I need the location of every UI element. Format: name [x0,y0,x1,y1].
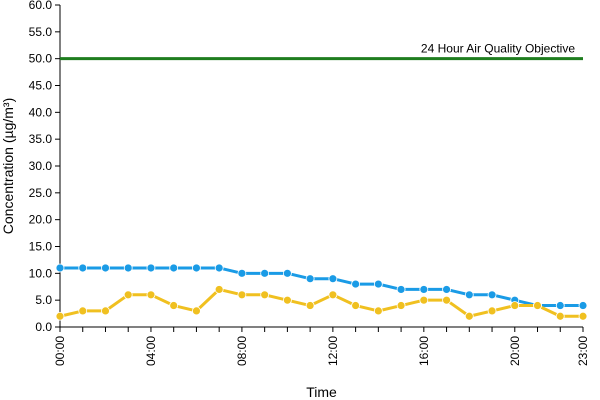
x-tick-label: 16:00 [417,336,431,366]
series-1-point [78,263,88,273]
series-2-point [101,306,110,316]
series-2-point [533,301,542,310]
y-axis-ticks: 0.0 5.0 10.0 15.0 20.0 25.0 30.0 35.0 40.0 45.0 50… [29,0,60,334]
y-tick-label: 55.0 [29,25,53,39]
x-axis-ticks: 00:00 04:00 08:00 12:00 16:00 20:00 23:00 [53,327,590,366]
y-tick-label: 25.0 [29,186,53,200]
series-2-point [396,301,406,310]
series-1-point [305,274,315,284]
series-2-point [282,295,292,305]
y-axis-title: Concentration (µg/m³) [0,98,16,234]
series-1-point [351,279,361,289]
series-1-point [578,301,588,310]
series-1-point [260,268,270,278]
series-1-point [487,290,497,300]
series-2-point [123,290,133,300]
series-1-point [396,285,406,294]
series-1-point [442,285,451,294]
x-tick-label: 08:00 [235,336,249,366]
x-tick-label: 00:00 [53,336,67,366]
y-tick-label: 35.0 [29,132,53,146]
series-2-point [305,301,315,310]
series-1-point [419,285,429,294]
y-tick-label: 45.0 [29,79,53,93]
series-1-point [282,268,292,278]
y-tick-label: 0.0 [35,320,52,334]
series-2-point [464,311,474,321]
series-1-point [101,263,110,273]
x-tick-label: 23:00 [576,336,590,366]
series-2-point [373,306,383,316]
series-1-point [55,263,65,273]
y-tick-label: 10.0 [29,266,53,280]
series-2-point [510,301,520,310]
series-1-point [373,279,383,289]
y-tick-label: 20.0 [29,213,53,227]
y-tick-label: 50.0 [29,52,53,66]
y-tick-label: 5.0 [35,293,52,307]
series-1-point [237,268,247,278]
series-1-point [555,301,565,310]
y-tick-label: 30.0 [29,159,53,173]
series-2-point [55,311,65,321]
x-tick-label: 20:00 [508,336,522,366]
y-tick-label: 15.0 [29,240,53,254]
x-tick-label: 04:00 [144,336,158,366]
reference-line-group: 24 Hour Air Quality Objective [60,42,583,61]
series-2-point [214,285,224,294]
series-2-point [237,290,247,300]
series-2-point [146,290,156,300]
series-2-point [328,290,338,300]
series-1-point [146,263,156,273]
series-2-point [78,306,88,316]
x-axis-title: Time [306,384,337,400]
series-1-point [123,263,133,273]
x-tick-label: 12:00 [326,336,340,366]
series-1-point [214,263,224,273]
air-quality-objective-label: 24 Hour Air Quality Objective [421,42,575,56]
y-tick-label: 40.0 [29,105,53,119]
series-2-point [578,311,588,321]
series-1-point [192,263,201,273]
series-2-point [192,306,201,316]
series-2-point [419,295,429,305]
y-tick-label: 60.0 [29,0,53,12]
series-2-point [260,290,270,300]
series-2-point [351,301,361,310]
series-1-point [328,274,338,284]
series-1-point [169,263,179,273]
series-2-line [59,287,583,318]
series-2-point [487,306,497,316]
series-layer [55,263,588,321]
series-2-point [169,301,179,310]
series-2-point [555,311,565,321]
series-2-point [442,295,451,305]
series-1-point [464,290,474,300]
